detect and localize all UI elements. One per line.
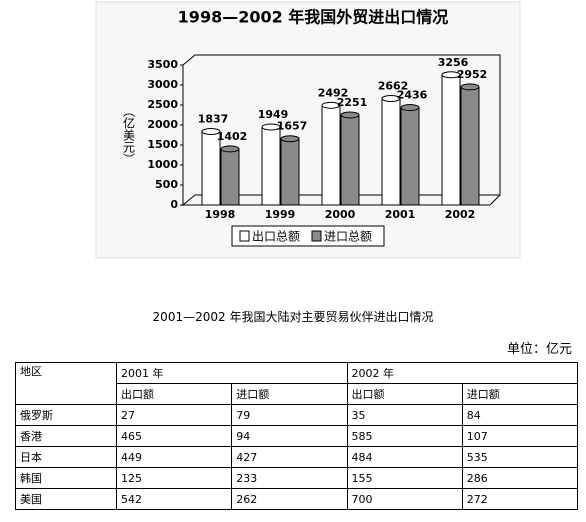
data-label: 2492 [318, 86, 349, 99]
y-tick-label: 1000 [147, 158, 178, 171]
table-cell: 香港 [15, 425, 117, 447]
table-cell: 韩国 [15, 467, 117, 489]
y-tick-label: 3500 [147, 58, 178, 71]
bar [280, 138, 300, 206]
x-tick-label: 2001 [385, 208, 416, 221]
data-table: 地区 2001 年 2002 年出口额 进口额 出口额 进口额 俄罗斯 27 79 35 84 香港 4… [15, 362, 579, 510]
table-cell: 465 [115, 425, 233, 447]
table-cell: 700 [346, 488, 463, 510]
table-cell: 107 [461, 425, 579, 447]
data-label: 3256 [438, 56, 469, 69]
table-row: 俄罗斯 27 79 35 84 [15, 404, 579, 426]
data-label: 2436 [397, 89, 428, 102]
table-cell: 84 [461, 404, 579, 426]
bar-cap [261, 123, 281, 131]
y-tick-label: 2500 [147, 98, 178, 111]
bar-cap [400, 104, 420, 112]
table-cell: 进口额 [461, 383, 579, 405]
bar-cap [460, 83, 480, 91]
data-label: 2952 [457, 68, 488, 81]
floor-edge [489, 194, 501, 206]
table-cell: 585 [346, 425, 463, 447]
table-cell: 542 [115, 488, 233, 510]
bar-cap [381, 95, 401, 103]
table-cell: 27 [115, 404, 233, 426]
y-tick-label: 0 [170, 198, 178, 211]
table-cell: 484 [346, 446, 463, 468]
legend-swatch [311, 230, 322, 242]
chart: 1998—2002 年我国外贸进出口情况 （亿美元） 0 500 1000 1500 2… [95, 1, 521, 259]
table-cell: 286 [461, 467, 579, 489]
table-cell: 79 [231, 404, 348, 426]
bar-cap [201, 128, 221, 136]
table-cell: 出口额 [115, 383, 233, 405]
table-cell: 进口额 [231, 383, 348, 405]
bar [220, 148, 240, 206]
legend-label: 进口总额 [324, 230, 372, 244]
table-row: 美国 542 262 700 272 [15, 488, 579, 510]
x-tick-label: 1998 [205, 208, 236, 221]
legend [231, 225, 385, 247]
legend-swatch [239, 230, 250, 242]
table-title: 2001—2002 年我国大陆对主要贸易伙伴进出口情况 [152, 310, 434, 324]
table-cell: 俄罗斯 [15, 404, 117, 426]
bar-cap [441, 71, 461, 79]
table-cell: 2001 年 [116, 362, 348, 384]
table-cell: 94 [231, 425, 348, 447]
table-cell: 427 [231, 446, 348, 468]
bar [460, 86, 480, 206]
table-cell: 35 [346, 404, 463, 426]
data-label: 1837 [198, 113, 229, 126]
table-cell: 233 [231, 467, 348, 489]
table-row: 香港 465 94 585 107 [15, 425, 579, 447]
table-cell: 272 [461, 488, 579, 510]
data-label: 2251 [337, 96, 368, 109]
data-label: 1402 [217, 130, 248, 143]
bar [321, 104, 341, 206]
bar-cap [280, 135, 300, 143]
table-row: 日本 449 427 484 535 [15, 446, 579, 468]
bar [400, 107, 420, 206]
unit-label: 单位：亿元 [506, 342, 572, 357]
data-label: 2662 [378, 80, 409, 93]
x-tick-label: 1999 [265, 208, 296, 221]
table-cell: 美国 [15, 488, 117, 510]
table-cell: 出口额 [346, 383, 463, 405]
table-cell: 262 [231, 488, 348, 510]
bar-cap [340, 111, 360, 119]
legend-label: 出口总额 [252, 230, 300, 244]
bar-cap [220, 145, 240, 153]
bar [261, 126, 281, 206]
chart-title: 1998—2002 年我国外贸进出口情况 [178, 8, 449, 27]
table-cell: 449 [115, 446, 233, 468]
y-tick-label: 500 [155, 178, 178, 191]
y-tick-label: 2000 [147, 118, 178, 131]
table-cell: 125 [115, 467, 233, 489]
data-label: 1657 [277, 120, 308, 133]
table-row: 地区 2001 年 2002 年 [15, 362, 578, 405]
x-tick-label: 2000 [325, 208, 356, 221]
table-cell: 535 [461, 446, 579, 468]
table-cell: 155 [346, 467, 463, 489]
table-cell: 地区 [15, 362, 117, 405]
y-axis-label: （亿美元） [122, 105, 136, 165]
bar [381, 98, 401, 206]
bar-cap [321, 101, 341, 109]
table-cell: 2002 年 [346, 362, 578, 384]
y-tick-label: 1500 [147, 138, 178, 151]
y-tick-label: 3000 [147, 78, 178, 91]
bar [441, 74, 461, 206]
data-label: 1949 [258, 108, 289, 121]
x-tick-label: 2002 [445, 208, 476, 221]
bar [340, 114, 360, 206]
table-cell: 日本 [15, 446, 117, 468]
table-row: 出口额 进口额 出口额 进口额 [16, 383, 579, 405]
table-row: 韩国 125 233 155 286 [15, 467, 579, 489]
